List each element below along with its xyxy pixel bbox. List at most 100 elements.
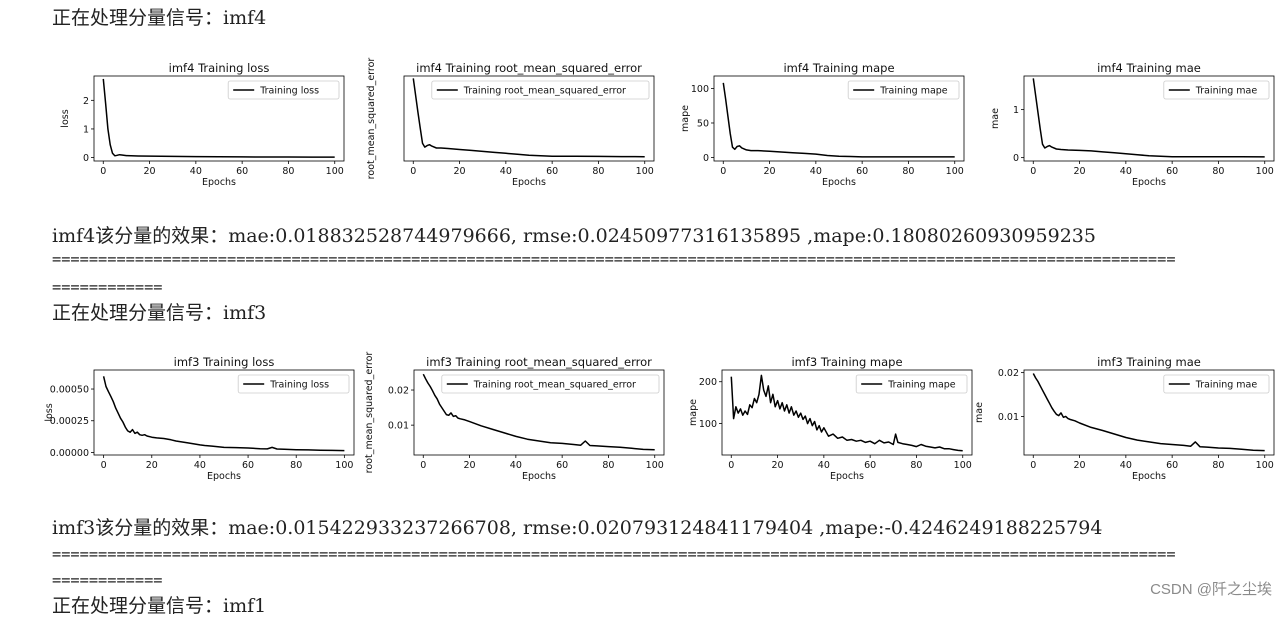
legend-label: Training mape [887, 380, 956, 391]
x-tick-label: 80 [1212, 166, 1224, 177]
y-axis-label: mae [974, 402, 985, 423]
x-tick-label: 60 [236, 166, 248, 177]
series-line [102, 78, 335, 158]
x-tick-label: 60 [546, 166, 558, 177]
plot-frame [93, 369, 355, 456]
legend-box [1163, 80, 1270, 100]
series-line [722, 82, 955, 158]
y-tick-label: 0 [83, 153, 89, 164]
y-axis-label: mape [680, 105, 691, 132]
legend-box [855, 374, 968, 394]
x-tick-label: 20 [464, 460, 476, 471]
x-axis-label: Epochs [822, 177, 856, 188]
x-tick-label: 80 [910, 460, 922, 471]
series-line [1032, 78, 1265, 158]
x-tick-label: 0 [720, 166, 726, 177]
x-axis-label: Epochs [522, 471, 556, 482]
legend-box [237, 374, 350, 394]
x-tick-label: 60 [1166, 460, 1178, 471]
x-tick-label: 80 [282, 166, 294, 177]
chart-imf3-mape: imf3 Training mape 0 20 40 60 80 100 100 200 Epoc… [688, 355, 973, 482]
x-tick-label: 20 [764, 166, 776, 177]
y-tick-label: 0 [703, 153, 709, 164]
chart-imf3-mae: imf3 Training mae 0 20 40 60 80 100 0.01 0.02 Epo… [974, 355, 1275, 482]
chart-title: imf3 Training mae [1097, 355, 1201, 369]
x-tick-label: 40 [810, 166, 822, 177]
plot-frame [1023, 369, 1275, 456]
x-tick-label: 60 [242, 460, 254, 471]
x-tick-label: 40 [510, 460, 522, 471]
chart-title: imf3 Training loss [174, 355, 275, 369]
x-axis-label: Epochs [202, 177, 236, 188]
chart-title: imf4 Training mape [783, 61, 894, 75]
y-tick-label: 100 [699, 419, 717, 430]
legend-label: Training loss [259, 86, 319, 97]
x-tick-label: 40 [818, 460, 830, 471]
x-tick-label: 20 [772, 460, 784, 471]
y-tick-label: 1 [1013, 105, 1019, 116]
y-axis-label: root_mean_squared_error [364, 352, 375, 474]
x-tick-label: 100 [946, 166, 964, 177]
x-tick-label: 0 [1030, 460, 1036, 471]
series-line [730, 374, 963, 452]
series-line [1032, 373, 1265, 452]
y-tick-label: 0 [1013, 153, 1019, 164]
plot-frame [93, 75, 345, 162]
result-text-imf3: imf3该分量的效果：mae:0.015422933237266708, rms… [52, 517, 1103, 539]
x-tick-label: 20 [454, 166, 466, 177]
x-tick-label: 40 [194, 460, 206, 471]
y-tick-label: 50 [697, 118, 709, 129]
legend-box [227, 80, 340, 100]
x-tick-label: 0 [100, 166, 106, 177]
x-tick-label: 100 [1256, 460, 1274, 471]
x-tick-label: 20 [144, 166, 156, 177]
x-tick-label: 100 [636, 166, 654, 177]
series-line [102, 376, 345, 452]
x-tick-label: 100 [954, 460, 972, 471]
plot-frame [1023, 75, 1275, 162]
legend-box [1163, 374, 1270, 394]
x-axis-label: Epochs [1132, 471, 1166, 482]
chart-imf4-mae: imf4 Training mae 0 20 40 60 80 100 0 1 Epochs mae… [990, 61, 1275, 188]
chart-imf3-rmse: imf3 Training root_mean_squared_error 0 20… [364, 352, 665, 482]
y-tick-label: 0.00000 [50, 448, 89, 459]
y-axis-label: root_mean_squared_error [366, 58, 377, 180]
y-axis-label: loss [44, 403, 55, 421]
signal-header-imf1: 正在处理分量信号：imf1 [52, 595, 267, 617]
x-tick-label: 40 [1120, 166, 1132, 177]
signal-header-imf4: 正在处理分量信号：imf4 [52, 7, 267, 29]
plot-frame [413, 369, 665, 456]
chart-imf4-loss: imf4 Training loss 0 20 40 60 80 100 0 1 2 Epochs l… [60, 61, 345, 188]
x-tick-label: 80 [602, 460, 614, 471]
x-tick-label: 100 [335, 460, 353, 471]
x-tick-label: 60 [1166, 166, 1178, 177]
y-tick-label: 0.02 [388, 386, 409, 397]
x-axis-label: Epochs [207, 471, 241, 482]
chart-imf4-rmse: imf4 Training root_mean_squared_error 0 20… [366, 58, 655, 188]
x-tick-label: 40 [1120, 460, 1132, 471]
y-tick-label: 0.01 [388, 421, 409, 432]
x-tick-label: 60 [556, 460, 568, 471]
x-tick-label: 20 [1074, 460, 1086, 471]
x-axis-label: Epochs [1132, 177, 1166, 188]
separator-line: ========================================… [52, 545, 1176, 563]
signal-header-imf3: 正在处理分量信号：imf3 [52, 302, 267, 324]
legend-label: Training mae [1195, 380, 1258, 391]
result-text-imf4: imf4该分量的效果：mae:0.018832528744979666, rms… [52, 225, 1096, 247]
x-tick-label: 60 [856, 166, 868, 177]
y-tick-label: 1 [83, 124, 89, 135]
plot-frame [721, 369, 973, 456]
watermark: CSDN @阡之尘埃 [1150, 581, 1272, 598]
x-axis-label: Epochs [512, 177, 546, 188]
legend-label: Training root_mean_squared_error [473, 380, 636, 391]
x-axis-label: Epochs [830, 471, 864, 482]
series-line [422, 373, 655, 451]
legend-label: Training mape [879, 86, 948, 97]
y-axis-label: mae [990, 108, 1001, 129]
x-tick-label: 60 [864, 460, 876, 471]
x-tick-label: 20 [1074, 166, 1086, 177]
x-tick-label: 0 [420, 460, 426, 471]
x-tick-label: 100 [326, 166, 344, 177]
plot-frame [403, 75, 655, 162]
x-tick-label: 0 [1030, 166, 1036, 177]
